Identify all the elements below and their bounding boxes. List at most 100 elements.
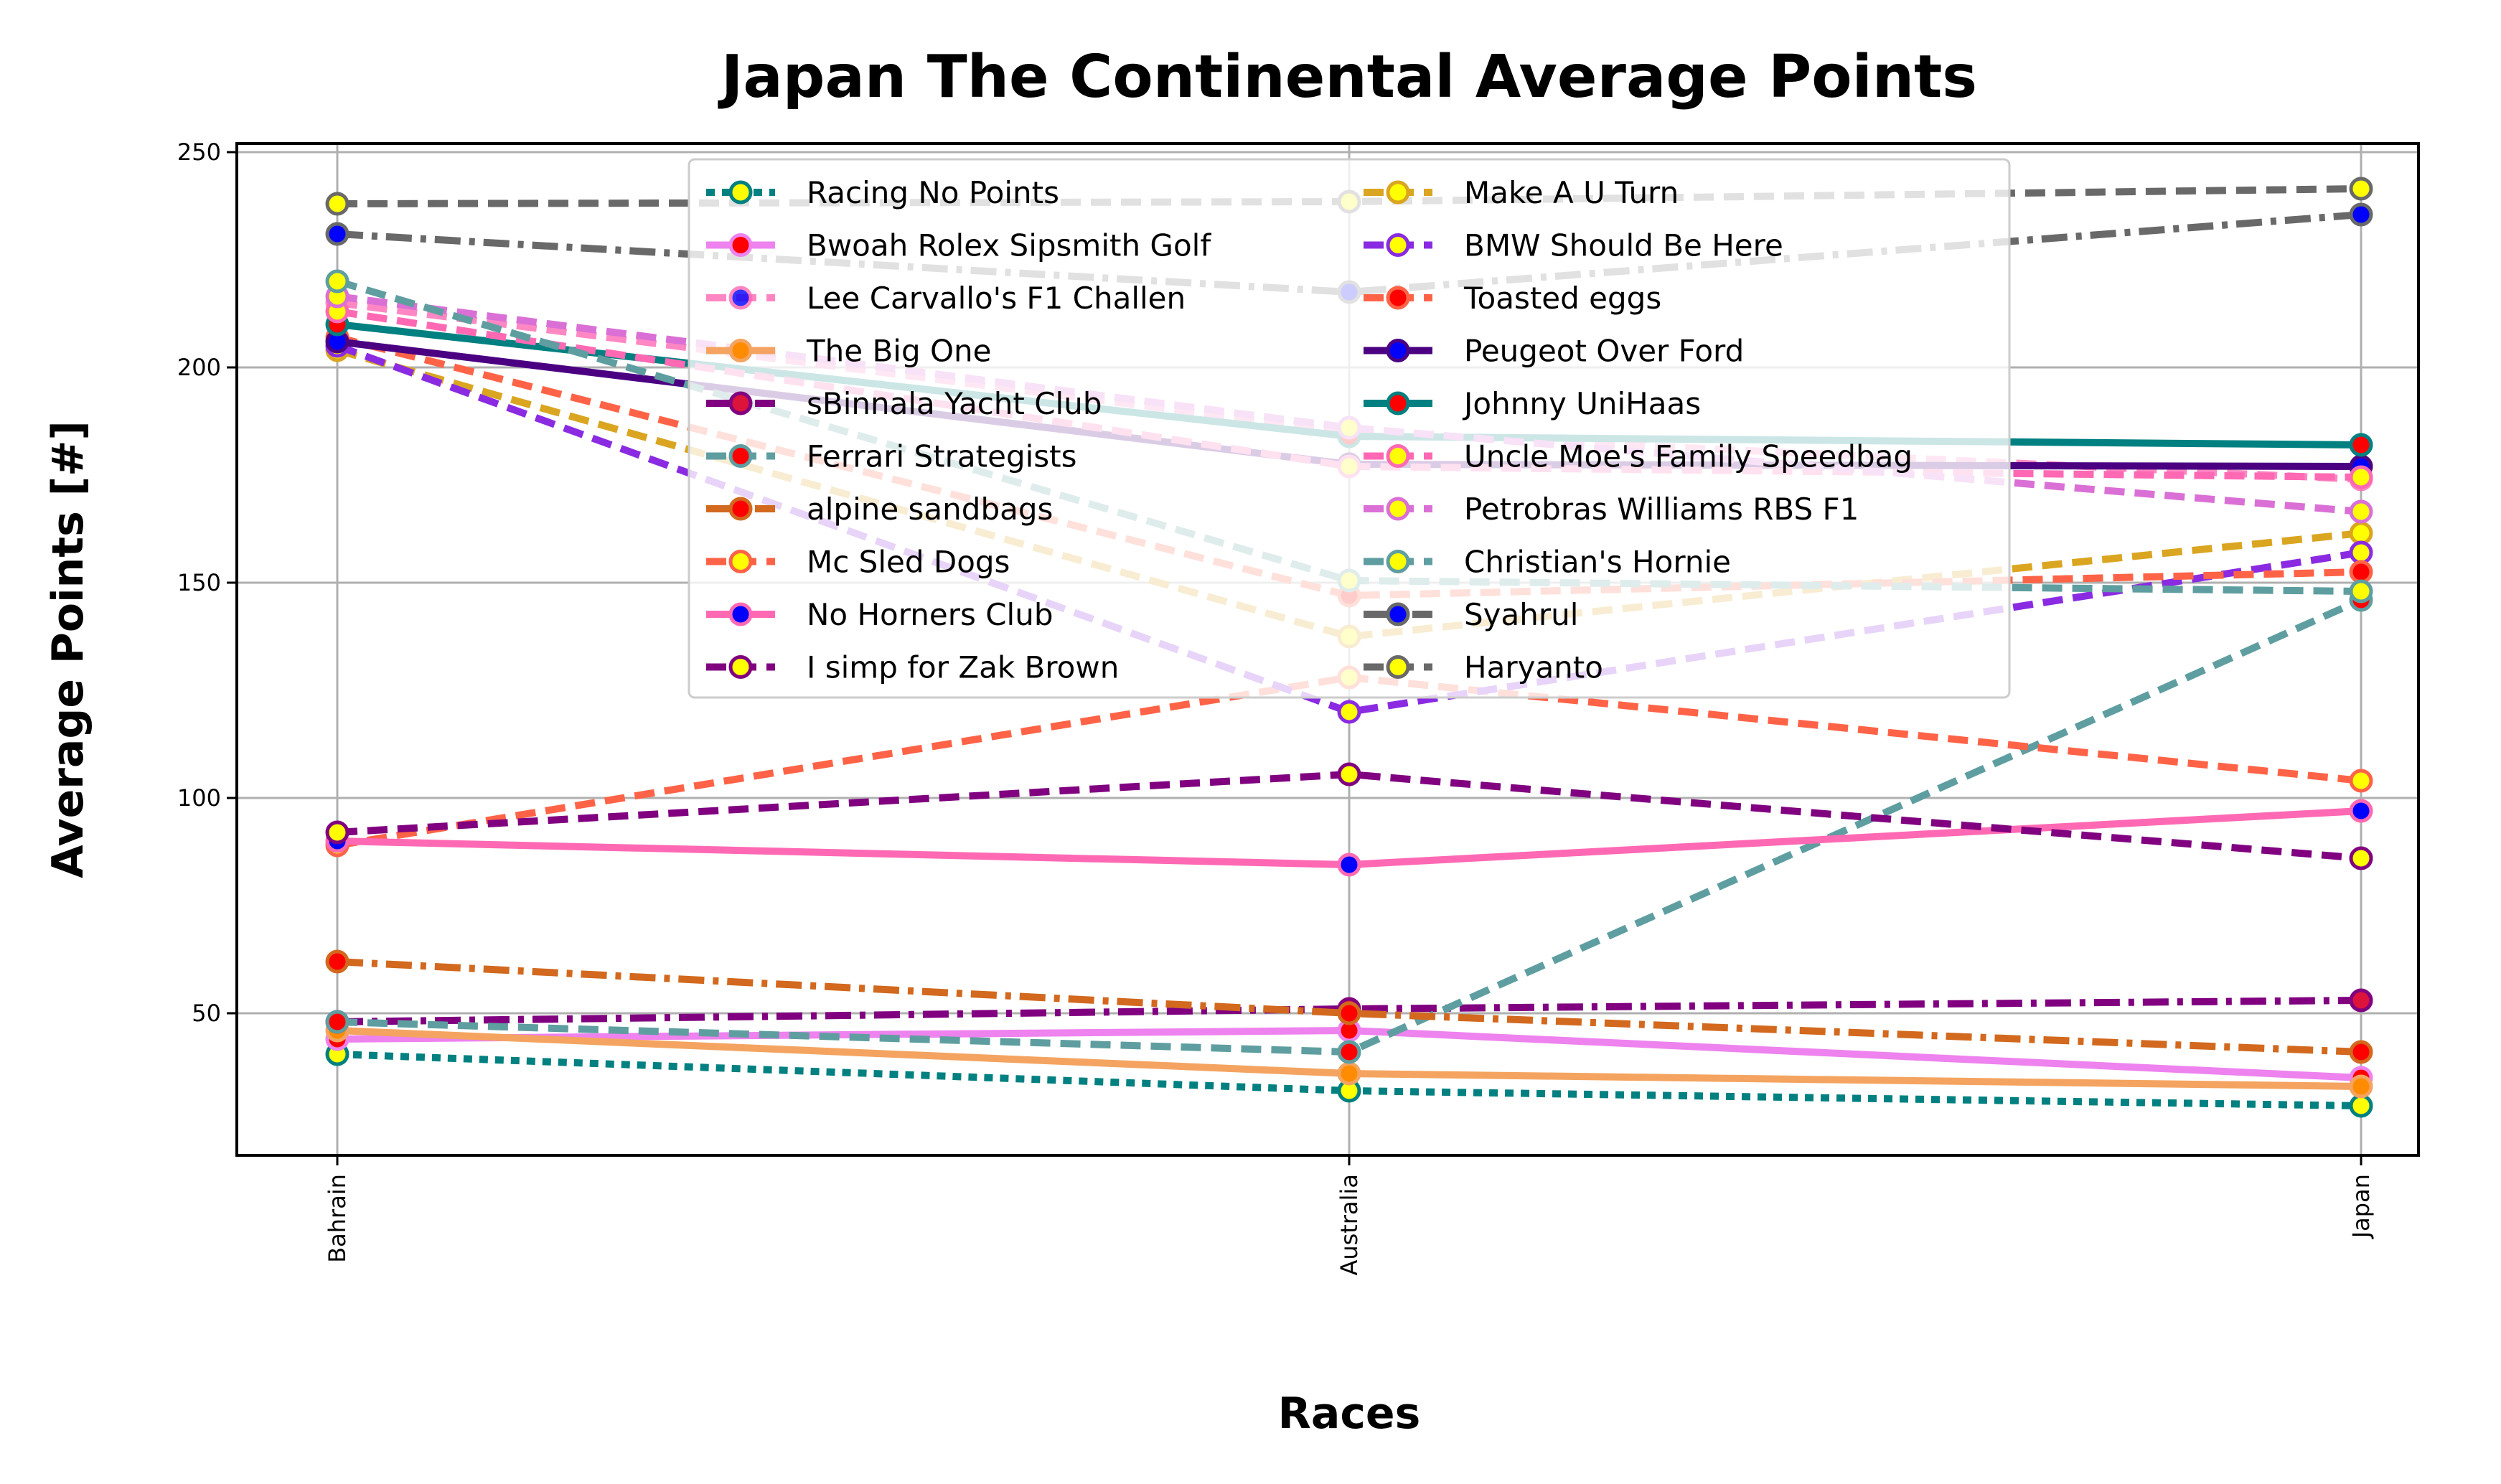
legend-swatch-marker (1386, 391, 1410, 415)
x-tick-label: Bahrain (324, 1174, 351, 1263)
legend-swatch-marker (1386, 602, 1410, 626)
data-point (1337, 1061, 1361, 1086)
legend-label: Uncle Moe's Family Speedbag (1464, 439, 1913, 474)
data-point (2349, 988, 2373, 1013)
legend-label: Bwoah Rolex Sipsmith Golf (807, 228, 1211, 263)
legend-item: Lee Carvallo's F1 Challen (706, 281, 1186, 316)
legend-swatch-marker (728, 286, 753, 310)
legend-item: Johnny UniHaas (1364, 386, 1701, 421)
data-point (2349, 799, 2373, 823)
x-tick-label: Australia (1336, 1174, 1363, 1276)
data-point (2349, 560, 2373, 584)
legend-item: Ferrari Strategists (706, 439, 1077, 474)
data-point (2349, 769, 2373, 793)
legend-item: alpine sandbags (706, 492, 1053, 527)
legend-item: Uncle Moe's Family Speedbag (1364, 439, 1913, 474)
x-tick-label: Japan (2347, 1174, 2375, 1239)
series-line (337, 308, 2362, 481)
legend-label: The Big One (806, 334, 991, 369)
series-line (337, 293, 2362, 515)
chart-title: Japan The Continental Average Points (718, 43, 1977, 111)
legend-item: Christian's Hornie (1364, 545, 1731, 580)
legend-label: Johnny UniHaas (1462, 386, 1701, 421)
legend-item: Make A U Turn (1364, 175, 1679, 210)
data-point (2349, 1074, 2373, 1099)
legend-swatch-marker (728, 655, 753, 679)
legend-label: alpine sandbags (807, 492, 1053, 527)
legend-label: Racing No Points (807, 175, 1059, 210)
legend-item: I simp for Zak Brown (706, 650, 1119, 685)
legend-label: Toasted eggs (1463, 281, 1661, 316)
data-point (2349, 433, 2373, 457)
legend-label: Petrobras Williams RBS F1 (1464, 492, 1859, 527)
legend-swatch-marker (1386, 550, 1410, 573)
data-point (1337, 700, 1361, 724)
legend-label: I simp for Zak Brown (807, 650, 1119, 685)
data-point (325, 949, 349, 974)
series-6 (325, 949, 2373, 1064)
data-point (2349, 521, 2373, 545)
data-point (1337, 1040, 1361, 1064)
legend-label: Peugeot Over Ford (1464, 334, 1744, 369)
series-5 (325, 588, 2373, 1064)
legend: Racing No Points Bwoah Rolex Sipsmith Gol… (688, 158, 2011, 699)
data-point (1337, 853, 1361, 877)
data-point (2349, 1094, 2373, 1118)
legend-swatch-marker (728, 497, 753, 521)
legend-label: BMW Should Be Here (1464, 228, 1783, 263)
legend-swatch-marker (728, 550, 753, 573)
legend-item: The Big One (706, 334, 991, 369)
data-point (325, 820, 349, 845)
data-point (2349, 177, 2373, 201)
legend-label: Christian's Hornie (1464, 545, 1731, 580)
legend-label: Lee Carvallo's F1 Challen (807, 281, 1186, 316)
legend-swatch-marker (1386, 180, 1410, 205)
data-point (1337, 1001, 1361, 1025)
legend-label: No Horners Club (807, 597, 1054, 632)
legend-item: Petrobras Williams RBS F1 (1364, 492, 1859, 527)
legend-box (688, 158, 2011, 699)
data-point (2349, 202, 2373, 227)
y-tick-label: 200 (177, 354, 221, 381)
legend-swatch-marker (1386, 286, 1410, 310)
legend-item: Mc Sled Dogs (706, 545, 1010, 580)
legend-item: sBinnala Yacht Club (706, 386, 1102, 421)
legend-swatch-marker (1386, 497, 1410, 521)
legend-swatch-marker (1386, 655, 1410, 679)
data-point (2349, 540, 2373, 565)
data-point (2349, 1040, 2373, 1064)
legend-label: Haryanto (1464, 650, 1603, 685)
legend-label: Ferrari Strategists (807, 439, 1077, 474)
data-point (325, 269, 349, 293)
y-axis-label: Average Points [#] (43, 421, 93, 878)
legend-label: sBinnala Yacht Club (807, 386, 1102, 421)
legend-label: Make A U Turn (1464, 175, 1679, 210)
legend-swatch-marker (728, 391, 753, 415)
axis-ticks: 50 100 150 200 250 Bahrain Australia Japan (177, 138, 2375, 1276)
legend-item: Syahrul (1364, 597, 1578, 632)
legend-item: Toasted eggs (1364, 281, 1661, 316)
data-point (1337, 762, 1361, 786)
legend-item: Racing No Points (706, 175, 1059, 210)
legend-label: Syahrul (1464, 597, 1578, 632)
data-point (2349, 499, 2373, 524)
legend-swatch-marker (728, 444, 753, 468)
data-point (2349, 465, 2373, 489)
y-tick-label: 50 (192, 1000, 221, 1027)
y-tick-label: 250 (177, 138, 221, 166)
legend-item: Peugeot Over Ford (1364, 334, 1744, 369)
legend-item: No Horners Club (706, 597, 1054, 632)
legend-swatch-marker (728, 339, 753, 362)
legend-swatch-marker (728, 180, 753, 205)
series-line (336, 342, 2362, 715)
legend-swatch-marker (1386, 444, 1410, 468)
legend-label: Mc Sled Dogs (807, 545, 1010, 580)
plot-frame (235, 142, 2420, 1157)
data-point (2349, 579, 2373, 604)
legend-item: Haryanto (1364, 650, 1603, 685)
data-point (325, 192, 349, 216)
legend-swatch-marker (728, 602, 753, 626)
legend-swatch-marker (728, 233, 753, 257)
y-tick-label: 150 (177, 569, 221, 596)
